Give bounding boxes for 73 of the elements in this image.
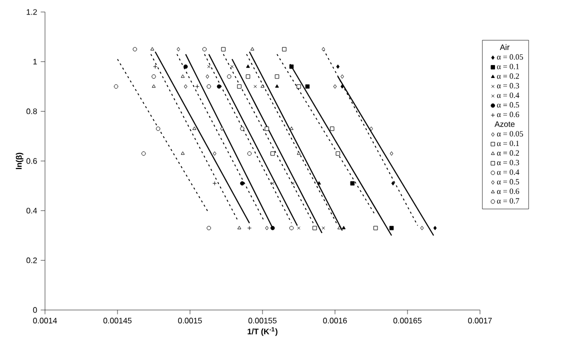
point	[282, 47, 286, 52]
point	[152, 74, 156, 79]
point	[336, 151, 340, 156]
point	[330, 126, 334, 131]
point	[207, 65, 210, 68]
point	[305, 84, 310, 89]
point	[206, 226, 211, 230]
point	[275, 84, 279, 88]
point	[212, 151, 216, 156]
point	[250, 47, 254, 50]
point	[333, 84, 337, 89]
point	[246, 64, 250, 68]
point	[195, 84, 200, 89]
point	[216, 84, 222, 89]
point	[433, 226, 437, 230]
point	[336, 64, 340, 69]
point	[176, 47, 180, 52]
point	[289, 64, 294, 69]
point	[206, 84, 211, 89]
point	[180, 151, 185, 155]
point	[373, 226, 378, 230]
point	[322, 47, 326, 52]
point	[350, 181, 355, 186]
point	[150, 47, 154, 50]
point	[247, 226, 252, 230]
point	[184, 84, 188, 89]
point	[264, 126, 269, 131]
point	[391, 181, 395, 186]
point	[291, 182, 295, 185]
point	[340, 74, 344, 79]
point	[260, 84, 264, 88]
point	[237, 84, 242, 89]
point	[230, 65, 234, 68]
point	[290, 126, 294, 130]
point	[289, 226, 294, 230]
point	[390, 151, 394, 156]
point	[271, 182, 274, 185]
point	[237, 226, 242, 230]
point	[153, 64, 158, 69]
point	[220, 126, 224, 131]
point	[265, 226, 269, 230]
point	[270, 151, 275, 156]
point	[420, 226, 424, 230]
point	[246, 74, 250, 79]
point	[322, 226, 325, 230]
point	[132, 47, 138, 52]
point	[254, 84, 257, 88]
point	[389, 226, 394, 230]
point	[206, 74, 210, 79]
point	[312, 226, 317, 230]
point	[247, 151, 252, 156]
point	[337, 226, 342, 230]
point	[184, 64, 188, 69]
point	[180, 74, 185, 78]
point	[156, 126, 160, 131]
point	[114, 84, 118, 89]
point	[270, 226, 275, 230]
point	[152, 84, 156, 88]
point	[240, 181, 244, 186]
point	[370, 126, 373, 131]
point	[342, 226, 346, 230]
point	[227, 74, 232, 79]
point	[274, 74, 280, 79]
point	[240, 126, 244, 131]
point	[202, 47, 207, 52]
point	[221, 47, 226, 52]
point	[141, 151, 146, 156]
point	[192, 126, 196, 130]
point	[340, 84, 344, 89]
point	[297, 226, 300, 230]
point	[296, 84, 301, 89]
point	[296, 151, 301, 155]
point	[317, 181, 321, 185]
